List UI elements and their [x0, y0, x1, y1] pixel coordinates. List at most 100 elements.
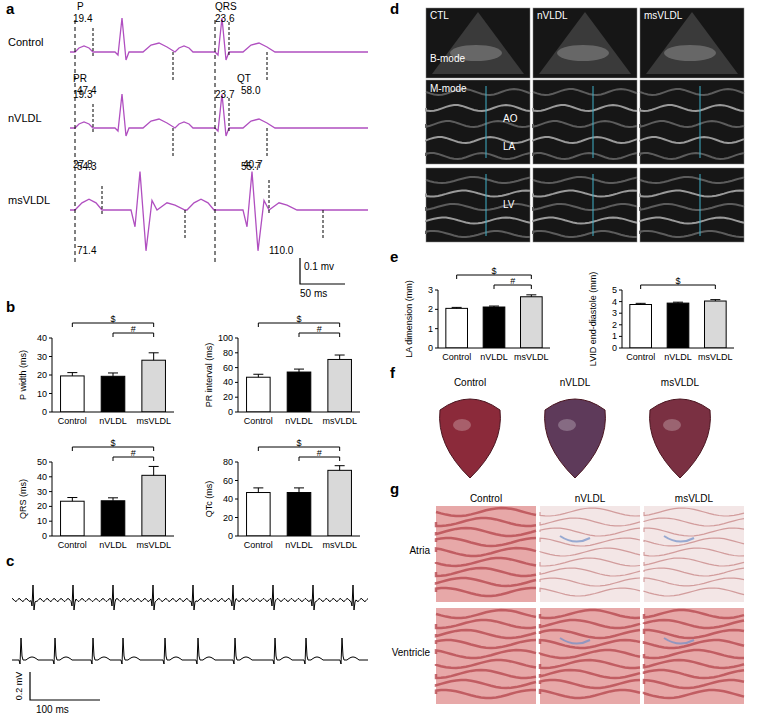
- y-tick: [49, 506, 52, 507]
- interval-value: 19.4: [73, 13, 93, 24]
- y-tick: [435, 328, 438, 329]
- interval-value: 23.6: [215, 13, 235, 24]
- y-tick: [49, 521, 52, 522]
- x-axis: [238, 536, 360, 537]
- heart-highlight: [453, 419, 471, 431]
- y-tick-label: 0: [228, 407, 233, 417]
- interval-value: 71.4: [77, 245, 97, 256]
- interval-value: 19.3: [73, 89, 93, 100]
- fibrosis-stain: [664, 638, 694, 644]
- y-tick-label: 30: [37, 487, 47, 497]
- y-tick-label: 30: [37, 352, 47, 362]
- plot-area: [247, 466, 352, 536]
- tissue-fiber: [540, 610, 640, 618]
- error-bar: [294, 369, 304, 372]
- bar-chart: 020406080QTc (ms)ControlnVLDLmsVLDL$#: [204, 438, 360, 550]
- x-tick-label: nVLDL: [664, 352, 692, 362]
- echo-band: [533, 121, 637, 127]
- error-bar: [335, 355, 345, 359]
- bar: [328, 470, 352, 536]
- y-tick: [49, 356, 52, 357]
- tissue-fiber: [644, 538, 744, 546]
- interval-marker: [173, 52, 174, 82]
- heart-photo: [440, 399, 501, 478]
- tissue-fiber: [644, 528, 744, 536]
- tissue-fiber: [436, 558, 536, 566]
- y-tick-label: 3: [428, 285, 433, 295]
- interval-marker: [269, 180, 270, 214]
- y-axis-label: QRS (ms): [18, 479, 28, 519]
- echo-band: [640, 218, 744, 224]
- significance-label: $: [675, 276, 680, 286]
- y-tick: [235, 338, 238, 339]
- y-tick-label: 40: [37, 472, 47, 482]
- bar: [630, 305, 652, 349]
- tissue-fiber: [436, 690, 536, 698]
- trace-label: Control: [8, 36, 43, 48]
- y-tick: [235, 367, 238, 368]
- histology-image: [540, 608, 640, 704]
- tissue-fiber: [540, 588, 640, 596]
- x-tick-label: Control: [244, 416, 273, 426]
- panel-letter: g: [390, 480, 399, 497]
- error-bar: [253, 374, 263, 377]
- scale-bar: [30, 672, 100, 700]
- y-axis: [622, 290, 623, 348]
- tissue-fiber: [540, 680, 640, 688]
- y-tick-label: 3: [612, 308, 617, 318]
- heart-label: Control: [454, 377, 486, 388]
- significance-label: $: [296, 438, 301, 448]
- error-bar: [294, 488, 304, 493]
- x-tick-label: nVLDL: [480, 352, 508, 362]
- y-tick-label: 2: [428, 304, 433, 314]
- echo-image: [533, 80, 637, 164]
- scale-bar: [300, 258, 345, 284]
- y-tick-label: 5: [612, 285, 617, 295]
- bar: [483, 307, 505, 348]
- onset-line: [215, 20, 216, 262]
- tissue-fiber: [644, 548, 744, 556]
- error-bar: [149, 466, 159, 475]
- bar: [667, 303, 689, 348]
- bar: [101, 376, 125, 412]
- interval-name: QT: [237, 73, 251, 84]
- tissue-fiber: [540, 528, 640, 536]
- y-tick-label: 10: [37, 389, 47, 399]
- tissue-fiber: [436, 568, 536, 576]
- echo-mode-label: M-mode: [430, 83, 467, 94]
- histology-image: [436, 608, 536, 704]
- error-bar: [67, 373, 77, 376]
- heart-label: nVLDL: [560, 377, 591, 388]
- y-axis-label: P width (ms): [18, 350, 28, 400]
- ecg-trace: [70, 18, 368, 60]
- y-tick-label: 80: [223, 457, 233, 467]
- x-tick-label: msVLDL: [322, 540, 357, 550]
- y-tick: [235, 499, 238, 500]
- ecg-trace: [12, 585, 368, 610]
- y-tick: [619, 313, 622, 314]
- echo-band: [533, 231, 637, 237]
- echo-band: [533, 105, 637, 111]
- y-tick: [235, 517, 238, 518]
- tissue-fiber: [436, 548, 536, 556]
- y-tick: [619, 290, 622, 291]
- y-tick-label: 1: [428, 324, 433, 334]
- echo-band: [533, 191, 637, 197]
- heart-label: msVLDL: [661, 377, 700, 388]
- echo-band: [533, 153, 637, 159]
- error-bar: [108, 373, 118, 376]
- y-tick: [49, 393, 52, 394]
- x-tick-label: msVLDL: [322, 416, 357, 426]
- echo-image: [640, 80, 744, 164]
- tissue-fiber: [644, 690, 744, 698]
- tissue-fiber: [436, 640, 536, 648]
- interval-marker: [173, 128, 174, 158]
- measure-line: [486, 86, 487, 158]
- interval-name: P: [77, 1, 84, 12]
- plot-area: [61, 466, 166, 536]
- error-bar: [253, 488, 263, 493]
- echo-column-label: nVLDL: [537, 10, 568, 21]
- x-tick-label: nVLDL: [285, 540, 313, 550]
- interval-marker: [93, 28, 94, 56]
- echo-column-label: CTL: [430, 10, 449, 21]
